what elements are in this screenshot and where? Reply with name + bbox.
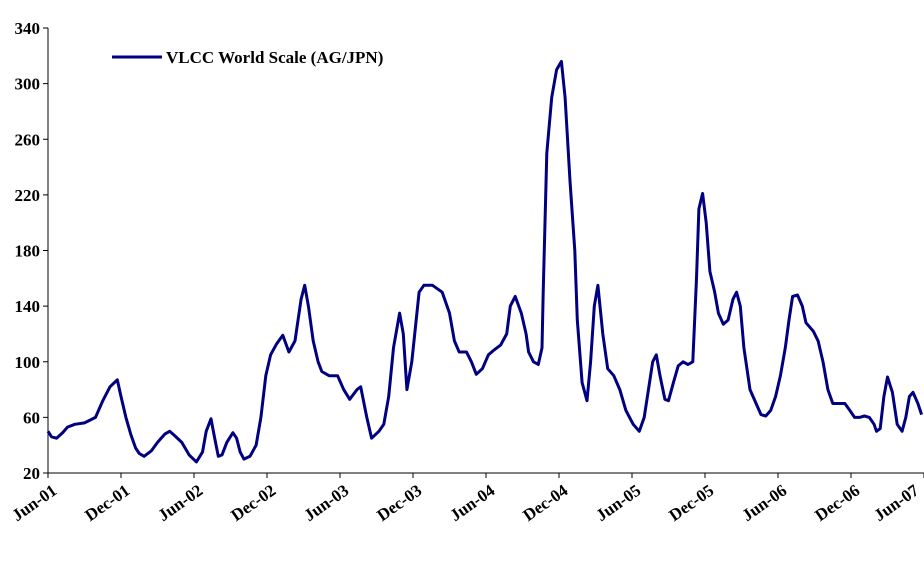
x-tick-label: Jun-02 (154, 481, 206, 525)
y-tick-label: 300 (15, 75, 41, 94)
y-tick-label: 60 (23, 408, 40, 427)
x-tick-label: Dec-06 (811, 481, 863, 525)
legend-label: VLCC World Scale (AG/JPN) (166, 48, 383, 67)
x-tick-label: Jun-03 (300, 481, 352, 525)
y-tick-label: 140 (15, 297, 41, 316)
x-tick-label: Dec-01 (81, 481, 133, 525)
y-tick-label: 20 (23, 464, 40, 483)
x-tick-label: Jun-04 (446, 480, 498, 525)
x-tick-label: Dec-03 (373, 481, 425, 525)
y-tick-label: 220 (15, 186, 41, 205)
y-tick-label: 260 (15, 130, 41, 149)
x-tick-label: Jun-06 (738, 481, 790, 525)
x-tick-label: Dec-04 (519, 480, 571, 525)
x-tick-label: Dec-05 (665, 481, 717, 525)
y-tick-label: 340 (15, 19, 41, 38)
y-tick-label: 100 (15, 353, 41, 372)
x-tick-label: Jun-01 (8, 481, 60, 525)
y-tick-label: 180 (15, 242, 41, 261)
x-tick-label: Dec-02 (227, 481, 279, 525)
x-tick-label: Jun-07 (870, 480, 922, 525)
x-tick-label: Jun-05 (592, 481, 644, 525)
line-series (46, 59, 924, 464)
